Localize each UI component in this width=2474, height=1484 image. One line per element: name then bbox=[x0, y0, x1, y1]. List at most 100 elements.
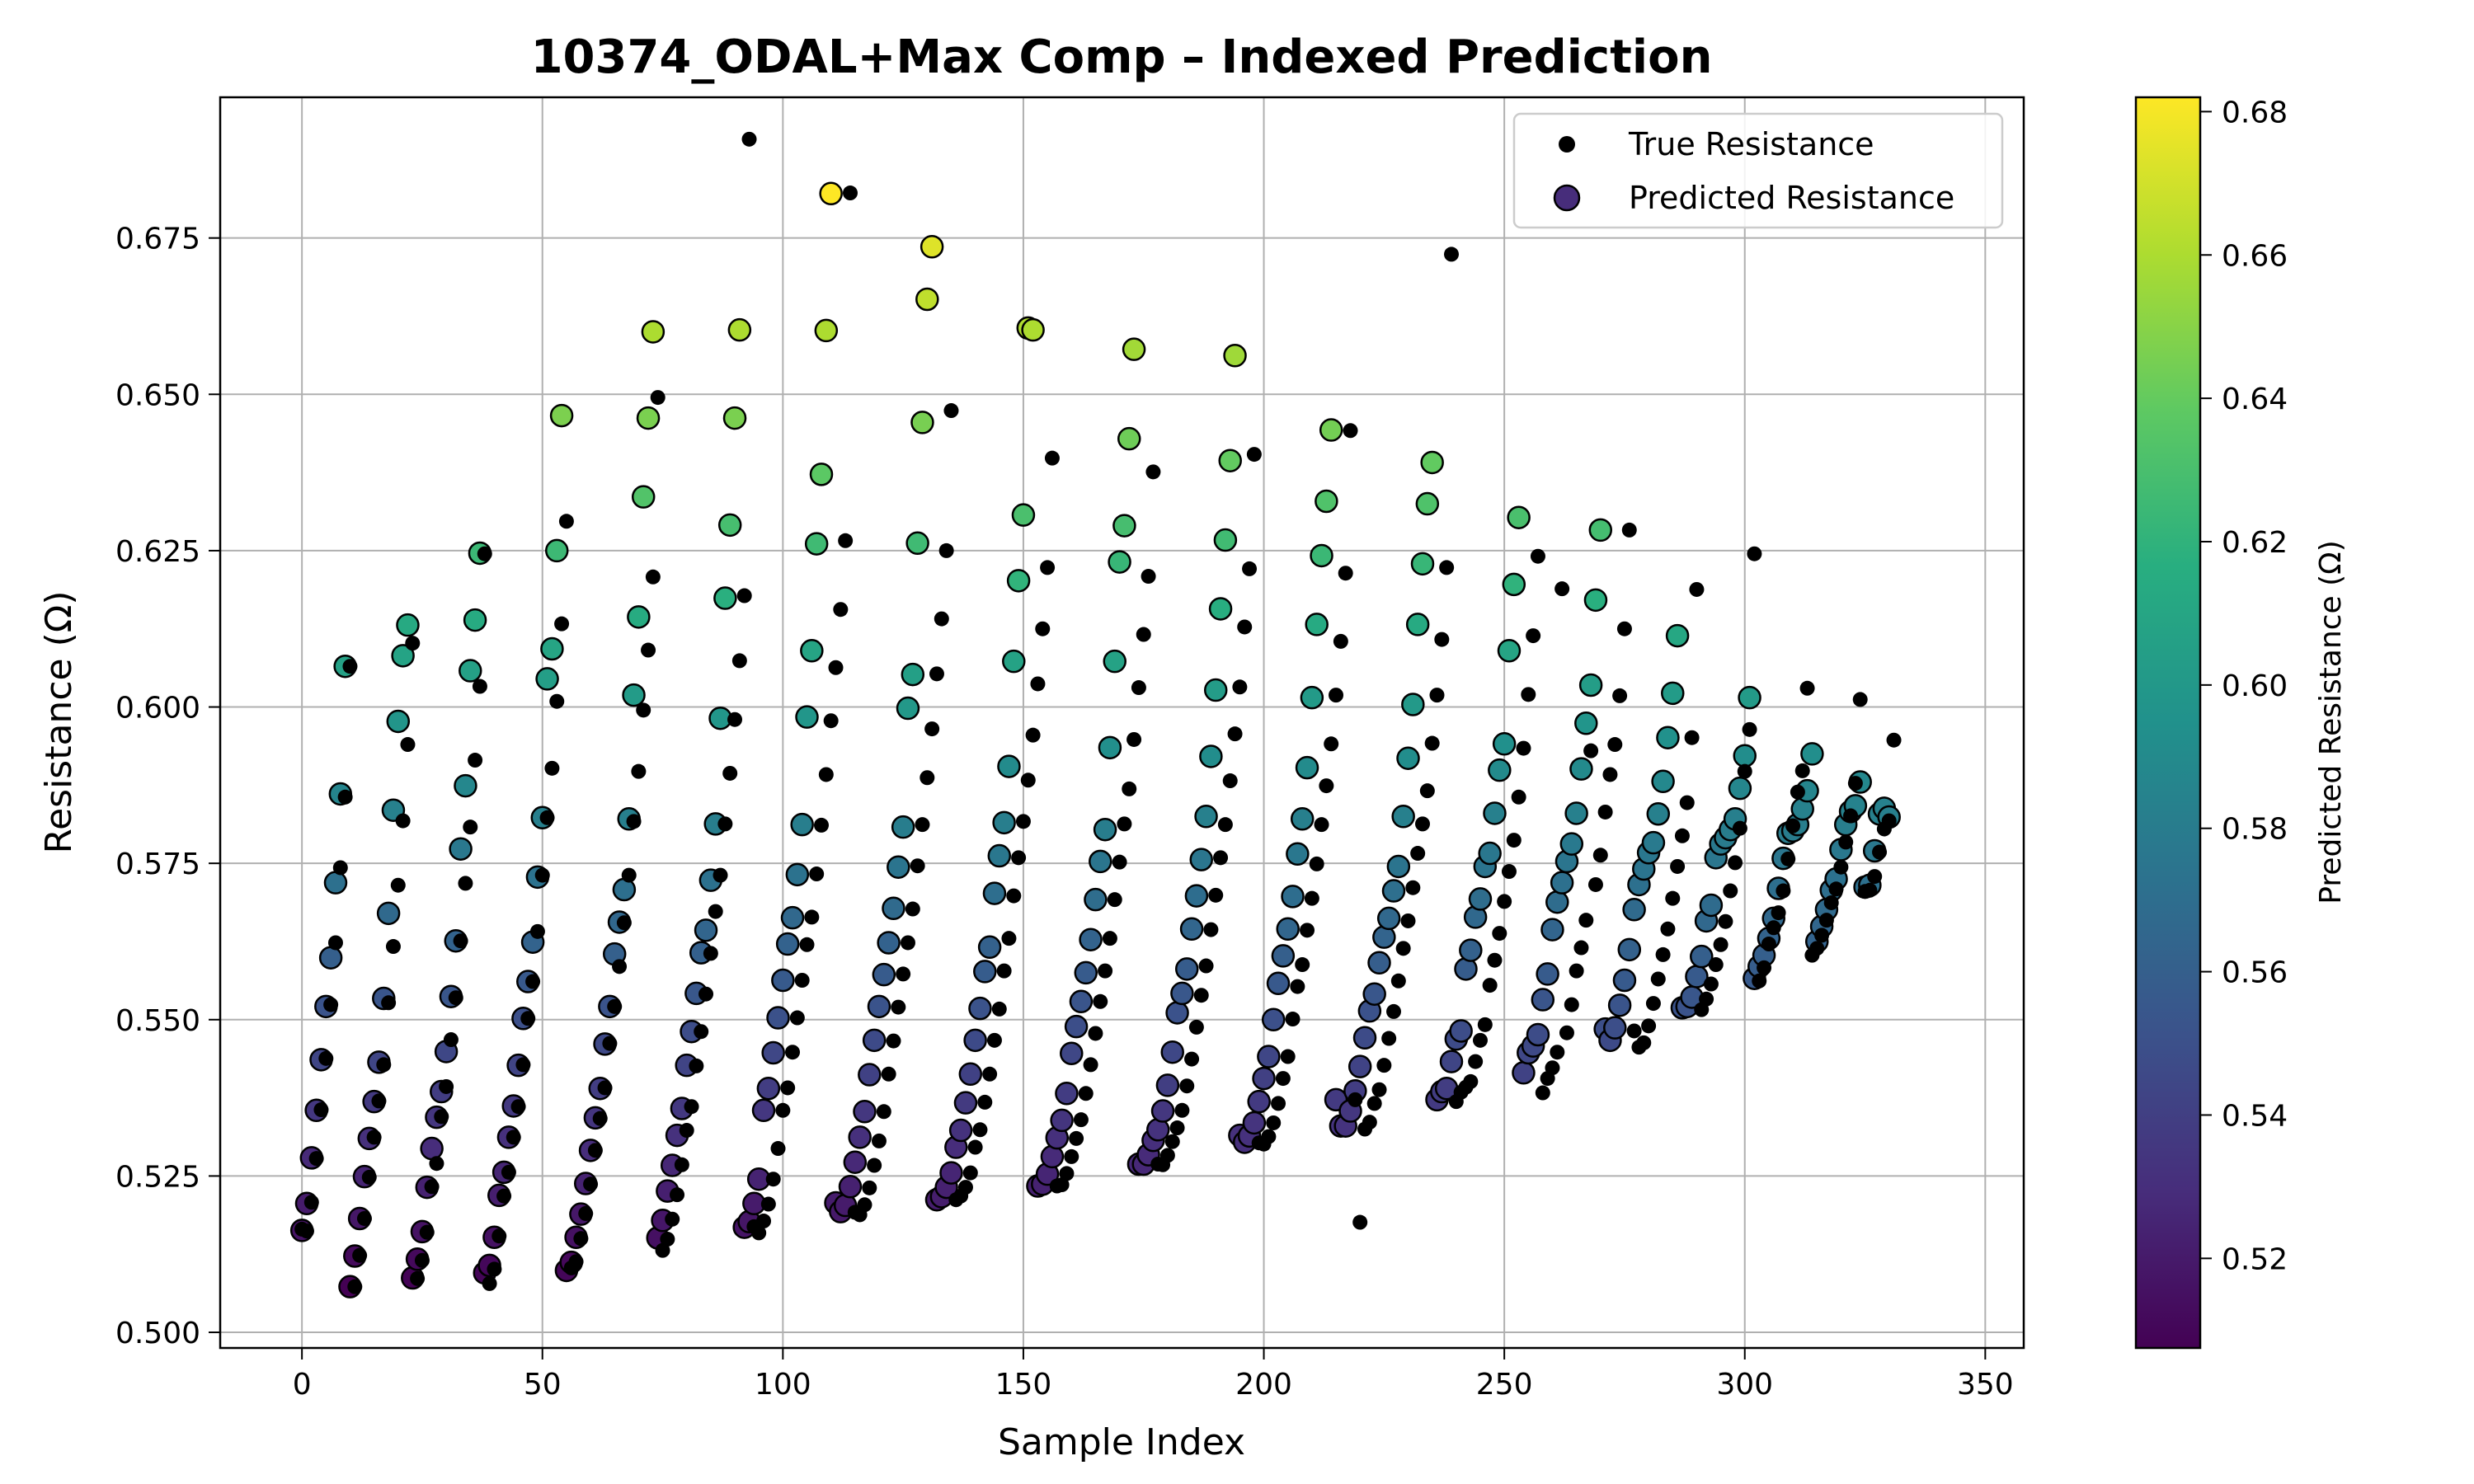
true-point bbox=[1098, 963, 1113, 979]
true-point bbox=[1545, 1060, 1560, 1076]
true-point bbox=[770, 1141, 786, 1157]
true-point bbox=[1569, 963, 1584, 979]
predicted-point bbox=[1526, 1022, 1550, 1047]
true-point bbox=[395, 813, 411, 829]
true-point bbox=[645, 569, 661, 585]
true-point bbox=[1069, 1130, 1084, 1146]
true-point bbox=[1771, 905, 1786, 921]
predicted-point bbox=[1213, 528, 1238, 552]
true-point bbox=[1275, 1071, 1291, 1087]
true-point bbox=[915, 817, 930, 833]
predicted-point bbox=[1103, 649, 1127, 674]
predicted-point bbox=[1079, 928, 1103, 951]
predicted-point bbox=[1021, 317, 1045, 342]
predicted-point bbox=[1011, 503, 1036, 527]
true-point bbox=[1015, 814, 1031, 829]
true-point bbox=[1847, 776, 1863, 791]
y-tick-label: 0.675 bbox=[115, 223, 200, 256]
true-point bbox=[1025, 727, 1041, 743]
true-point bbox=[1424, 735, 1440, 751]
y-tick-label: 0.600 bbox=[115, 692, 200, 726]
predicted-point bbox=[1194, 805, 1218, 829]
y-tick-label: 0.650 bbox=[115, 378, 200, 412]
scatter-points bbox=[289, 131, 1902, 1298]
true-point bbox=[1169, 1120, 1185, 1136]
true-point bbox=[689, 1058, 704, 1073]
true-point bbox=[1261, 1129, 1277, 1144]
true-point bbox=[1035, 621, 1051, 636]
predicted-point bbox=[1286, 842, 1310, 866]
true-point bbox=[323, 997, 339, 1012]
true-point bbox=[1242, 561, 1258, 576]
predicted-point bbox=[848, 1125, 872, 1149]
predicted-point bbox=[1290, 807, 1315, 831]
true-point bbox=[1093, 993, 1108, 1009]
true-point bbox=[1122, 781, 1137, 796]
predicted-point bbox=[1300, 685, 1324, 710]
predicted-point bbox=[1122, 337, 1146, 361]
true-point bbox=[573, 1231, 589, 1247]
x-tick-label: 250 bbox=[1476, 1368, 1533, 1402]
true-point bbox=[597, 1080, 613, 1096]
true-point bbox=[756, 1214, 772, 1229]
y-axis-label: Resistance (Ω) bbox=[38, 590, 80, 853]
true-point bbox=[934, 611, 949, 627]
true-point bbox=[785, 1045, 801, 1060]
true-point bbox=[626, 814, 642, 829]
true-point bbox=[1141, 569, 1156, 585]
true-point bbox=[410, 1270, 426, 1286]
true-point bbox=[1362, 1115, 1377, 1130]
predicted-point bbox=[1247, 1089, 1271, 1114]
predicted-point bbox=[1319, 418, 1343, 442]
true-point bbox=[775, 1102, 791, 1118]
true-point bbox=[1208, 887, 1224, 903]
predicted-point bbox=[1281, 885, 1305, 909]
true-point bbox=[1737, 763, 1752, 779]
predicted-point bbox=[1617, 937, 1642, 962]
true-point bbox=[1044, 450, 1060, 466]
true-point bbox=[1790, 784, 1805, 800]
true-point bbox=[1641, 1018, 1657, 1034]
true-point bbox=[1159, 1148, 1175, 1163]
predicted-point bbox=[1271, 944, 1296, 968]
true-point bbox=[943, 403, 959, 419]
true-point bbox=[1785, 818, 1801, 834]
predicted-point bbox=[1656, 726, 1680, 749]
true-point bbox=[1213, 850, 1229, 866]
true-point bbox=[1439, 560, 1455, 575]
true-point bbox=[703, 946, 718, 961]
true-point bbox=[1482, 978, 1498, 993]
true-point bbox=[303, 1195, 319, 1210]
predicted-point bbox=[1559, 832, 1584, 856]
predicted-point bbox=[1583, 588, 1608, 613]
predicted-point bbox=[1478, 841, 1502, 866]
predicted-point bbox=[1055, 1082, 1079, 1106]
true-point bbox=[794, 973, 810, 989]
colorbar: 0.52 0.54 0.56 0.58 0.60 0.62 0.64 0.66 0.68 Pre… bbox=[2134, 96, 2348, 1350]
true-point bbox=[1011, 850, 1027, 866]
predicted-point bbox=[544, 538, 569, 563]
true-point bbox=[1117, 816, 1132, 832]
predicted-point bbox=[1305, 613, 1329, 636]
true-point bbox=[1718, 913, 1733, 929]
true-point bbox=[799, 937, 815, 952]
predicted-point bbox=[1074, 960, 1098, 985]
predicted-point bbox=[1690, 944, 1714, 969]
true-point bbox=[400, 737, 416, 753]
true-point bbox=[717, 816, 733, 832]
true-point bbox=[1343, 423, 1358, 439]
predicted-point bbox=[1391, 805, 1415, 829]
colorbar-tick-label: 0.60 bbox=[2222, 669, 2288, 703]
predicted-point bbox=[997, 754, 1021, 778]
true-point bbox=[867, 1158, 882, 1173]
true-point bbox=[1587, 876, 1603, 892]
predicted-point bbox=[1603, 1016, 1627, 1040]
true-point bbox=[1616, 621, 1632, 636]
true-point bbox=[929, 666, 944, 682]
true-point bbox=[670, 1187, 685, 1203]
predicted-point bbox=[631, 485, 656, 509]
true-point bbox=[612, 959, 628, 974]
predicted-point bbox=[800, 639, 824, 663]
plot-frame bbox=[219, 96, 2025, 1350]
